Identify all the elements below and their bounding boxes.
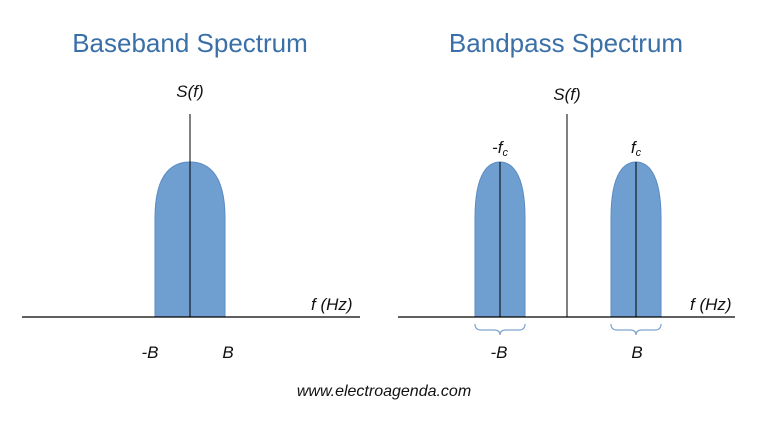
positive-carrier-symbol: f [630,138,636,157]
positive-carrier-subscript: c [635,147,642,159]
bandpass-y-axis-label: S(f) [553,85,581,104]
baseband-title: Baseband Spectrum [72,28,308,58]
website-link[interactable]: www.electroagenda.com [296,383,472,400]
baseband-tick-b: B [222,343,234,362]
negative-carrier-symbol: -f [492,138,503,157]
bandpass-panel [398,114,735,336]
bandpass-tick-b: B [631,343,643,362]
negative-carrier-subscript: c [502,147,508,159]
negative-band-brace [474,323,526,336]
bandpass-x-axis-label: f (Hz) [690,295,732,314]
baseband-tick-minus-b: -B [141,343,159,362]
negative-carrier-label: -fc [492,139,508,159]
baseband-x-axis-label: f (Hz) [311,295,353,314]
baseband-y-axis-label: S(f) [176,82,204,101]
positive-band-brace [610,323,662,336]
positive-carrier-label: fc [631,139,641,159]
bandpass-title: Bandpass Spectrum [448,28,684,58]
bandpass-tick-minus-b: -B [490,343,508,362]
baseband-panel [22,114,360,318]
